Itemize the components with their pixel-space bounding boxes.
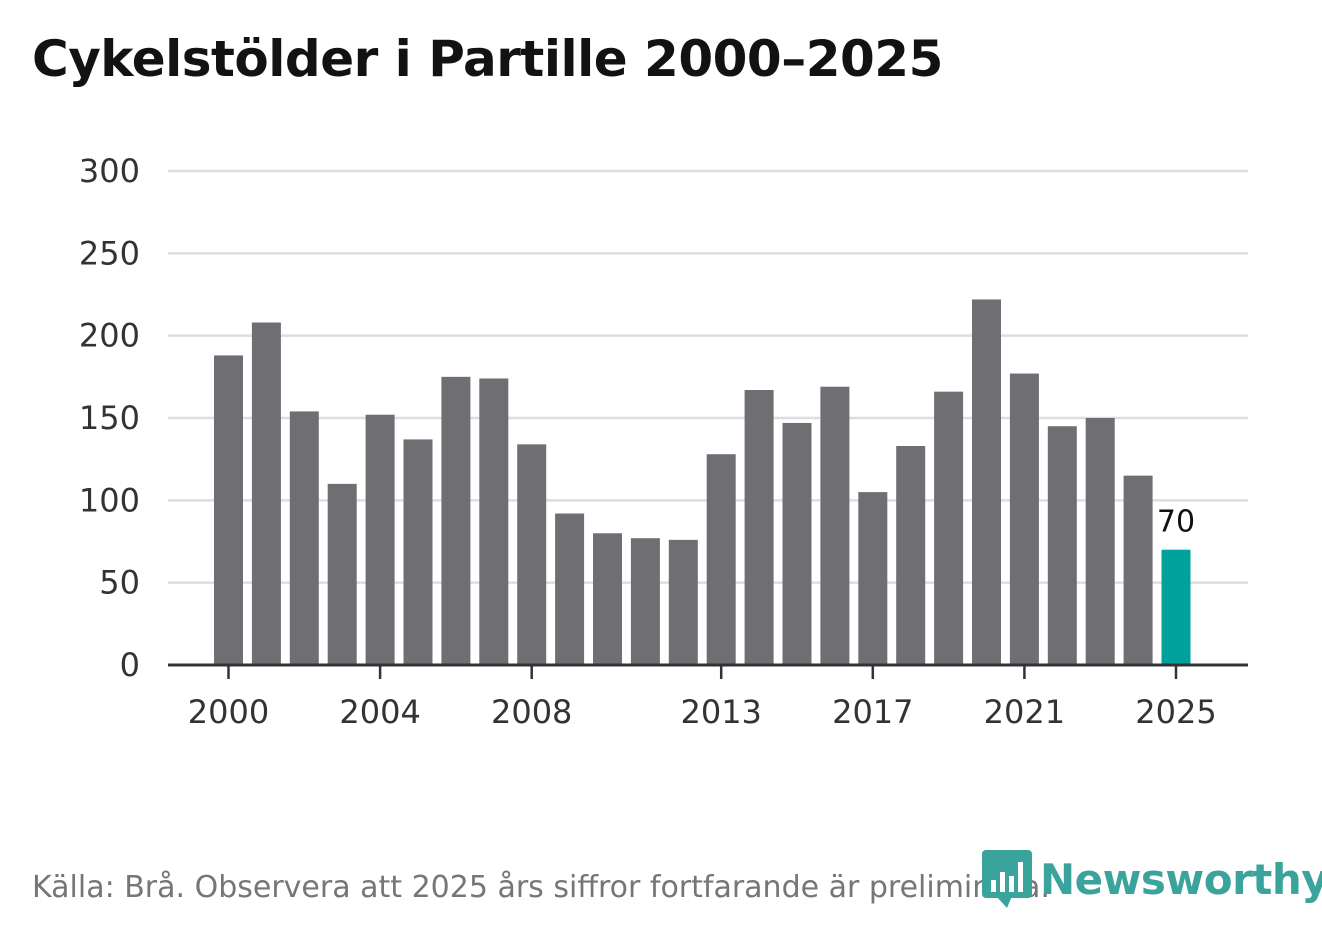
bar-2012 — [668, 539, 698, 665]
bar-2023 — [1085, 418, 1115, 665]
bar-2020 — [972, 299, 1001, 665]
bar-2002 — [289, 411, 319, 665]
y-tick-label-100: 100 — [79, 481, 140, 519]
y-tick-label-50: 50 — [99, 564, 140, 602]
x-tick-label-2013: 2013 — [680, 693, 761, 731]
source-note: Källa: Brå. Observera att 2025 års siffr… — [32, 870, 1050, 905]
y-tick-label-200: 200 — [79, 317, 140, 355]
bar-2015 — [782, 422, 812, 665]
bar-2006 — [441, 376, 471, 665]
y-tick-label-250: 250 — [79, 234, 140, 272]
bar-2021 — [1009, 373, 1039, 665]
x-tick-label-2008: 2008 — [491, 693, 572, 731]
bar-2005 — [403, 439, 433, 665]
bar-chart: 0 50 100 150 200 250 300 2000 2004 2008 2013 2017 20… — [79, 152, 1248, 731]
bar-2022 — [1047, 426, 1077, 665]
bar-2019 — [934, 391, 964, 665]
bar-2009 — [555, 513, 585, 665]
bar-2001 — [251, 322, 281, 665]
bar-2004 — [365, 414, 395, 665]
bar-2024 — [1123, 475, 1153, 665]
newsworthy-chart-icon — [982, 850, 1032, 908]
bar-2008 — [517, 444, 547, 665]
bar-2014 — [744, 390, 774, 665]
x-tick-label-2025: 2025 — [1135, 693, 1216, 731]
newsworthy-logo: Newsworthy — [982, 850, 1322, 908]
data-label-2025: 70 — [1157, 505, 1195, 540]
bar-2010 — [593, 533, 622, 665]
bar-2016 — [820, 386, 850, 665]
chart-title: Cykelstölder i Partille 2000–2025 — [32, 30, 943, 88]
bar-2003 — [327, 483, 357, 665]
y-tick-label-150: 150 — [79, 399, 140, 437]
x-tick-label-2021: 2021 — [984, 693, 1065, 731]
bar-2013 — [706, 454, 736, 665]
y-tick-label-300: 300 — [79, 152, 140, 190]
bar-2007 — [479, 378, 509, 665]
bar-2017 — [858, 492, 888, 665]
bar-2011 — [630, 538, 660, 665]
bar-2000 — [214, 355, 243, 665]
x-tick-label-2017: 2017 — [832, 693, 913, 731]
y-tick-label-0: 0 — [120, 646, 140, 684]
logo-wordmark: Newsworthy — [1040, 854, 1322, 904]
x-tick-label-2000: 2000 — [188, 693, 269, 731]
bar-2018 — [896, 445, 926, 665]
x-tick-label-2004: 2004 — [339, 693, 420, 731]
bar-2025 — [1161, 549, 1191, 665]
